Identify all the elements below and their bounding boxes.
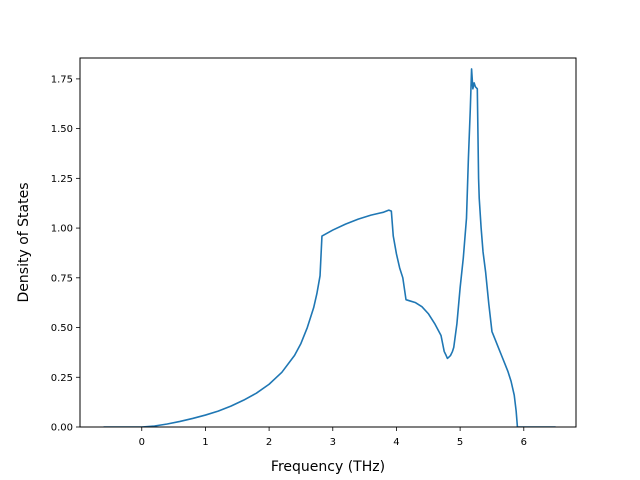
- y-axis-ticks: 0.00 0.25 0.50 0.75 1.00 1.25 1.50 1.75: [51, 74, 80, 434]
- x-tick-label: 3: [330, 437, 336, 448]
- y-tick-label: 0.50: [51, 323, 73, 334]
- x-tick-label: 4: [393, 437, 399, 448]
- y-tick-label: 1.50: [51, 124, 73, 135]
- x-tick-label: 5: [457, 437, 463, 448]
- y-tick-label: 1.00: [51, 224, 73, 235]
- x-tick-label: 6: [521, 437, 527, 448]
- dos-series-line: [103, 68, 556, 427]
- y-tick-label: 0.75: [51, 273, 73, 284]
- x-tick-label: 1: [202, 437, 208, 448]
- x-tick-label: 0: [139, 437, 145, 448]
- x-axis-ticks: 0 1 2 3 4 5 6: [139, 427, 527, 448]
- y-tick-label: 1.25: [51, 174, 73, 185]
- y-tick-label: 1.75: [51, 74, 73, 85]
- plot-area: [103, 68, 556, 427]
- y-tick-label: 0.25: [51, 373, 73, 384]
- x-axis-label: Frequency (THz): [271, 459, 385, 475]
- x-tick-label: 2: [266, 437, 272, 448]
- y-tick-label: 0.00: [51, 423, 73, 434]
- axes-frame: [79, 57, 577, 428]
- y-axis-label: Density of States: [16, 183, 32, 303]
